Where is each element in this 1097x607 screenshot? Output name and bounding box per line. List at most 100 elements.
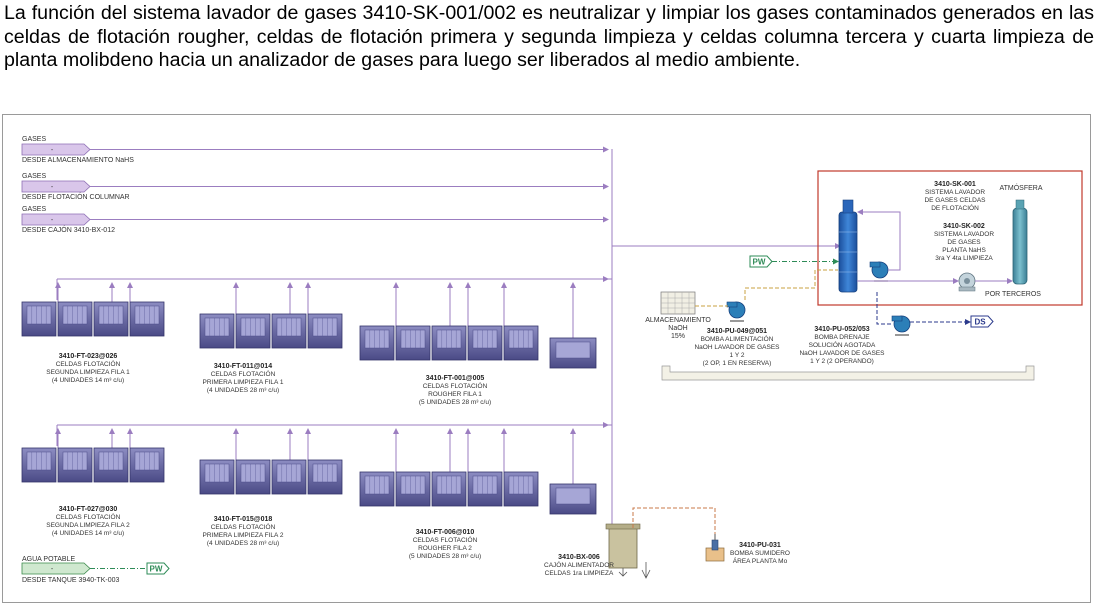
sk001-desc: DE GASES CELDAS [924, 197, 986, 204]
flotation-cell [359, 325, 395, 361]
flotation-cell [395, 325, 431, 361]
flotation-cell-banks [21, 301, 597, 515]
cell-group-desc: SEGUNDA LIMPIEZA FILA 1 [46, 369, 130, 376]
flotation-cell-tail [549, 483, 597, 515]
cell-group-desc: (5 UNIDADES 28 m³ c/u) [419, 399, 491, 406]
cell-group-tag: 3410-FT-006@010 [416, 529, 475, 536]
flotation-cell [129, 301, 165, 337]
sk001-desc: SISTEMA LAVADOR [925, 189, 985, 196]
sump-pump-desc: ÁREA PLANTA Mo [733, 556, 788, 565]
drain-pump-desc: BOMBA DRENAJE [814, 334, 870, 341]
cell-group-desc: (5 UNIDADES 28 m³ c/u) [409, 553, 481, 560]
feed-box-icon [605, 523, 641, 577]
atmosphere-label: ATMÓSFERA [999, 183, 1042, 192]
cell-group-desc: CELDAS FLOTACIÓN [56, 359, 121, 368]
cell-group-tag: 3410-FT-027@030 [59, 506, 118, 513]
pw-tag-bottom: PW [150, 565, 163, 574]
drain-pump-tag: 3410-PU-052/053 [814, 326, 869, 333]
sk002-desc: DE GASES [947, 239, 981, 246]
flotation-cell [199, 459, 235, 495]
flotation-cell [235, 313, 271, 349]
flotation-cell [93, 301, 129, 337]
flotation-cell [359, 471, 395, 507]
flotation-cell [199, 313, 235, 349]
flotation-cell [395, 471, 431, 507]
sk001-desc: DE FLOTACIÓN [931, 203, 979, 212]
cell-group-desc: CELDAS FLOTACIÓN [211, 522, 276, 531]
inlet-label-top: GASES [22, 206, 46, 213]
cell-group-tag: 3410-FT-015@018 [214, 516, 273, 523]
gas-riser-arrows [55, 282, 576, 484]
inlet-label-bottom: DESDE FLOTACIÓN COLUMNAR [22, 192, 130, 201]
flotation-cell-tail [549, 337, 597, 369]
inlet-label-bottom: DESDE CAJÓN 3410-BX-012 [22, 225, 115, 234]
feed-box-tag: 3410-BX-006 [558, 554, 600, 561]
flotation-cell [57, 447, 93, 483]
cell-group-desc: CELDAS FLOTACIÓN [211, 369, 276, 378]
cell-group-tag: 3410-FT-023@026 [59, 353, 118, 360]
sump-pump-tag: 3410-PU-031 [739, 542, 781, 549]
scrubber-recirculation-pump-icon [869, 261, 889, 282]
potable-water-line: PW [90, 562, 170, 575]
svg-text:-: - [51, 566, 54, 573]
drain-pump-desc: NaOH LAVADOR DE GASES [799, 350, 885, 357]
flotation-cell [21, 301, 57, 337]
flotation-cell [467, 325, 503, 361]
cell-group-label-1: 3410-FT-023@026 CELDAS FLOTACIÓN SEGUNDA… [46, 353, 130, 384]
feed-pump-desc: 1 Y 2 [730, 352, 745, 359]
cell-group-desc: ROUGHER FILA 1 [428, 391, 482, 398]
process-diagram-frame [2, 114, 1091, 603]
drain-pump-desc: 1 Y 2 (2 OPERANDO) [810, 358, 874, 365]
storage-label: NaOH [668, 325, 687, 332]
cell-group-desc: PRIMERA LIMPIEZA FILA 1 [203, 379, 284, 386]
inlet-label-bottom: DESDE TANQUE 3940-TK-003 [22, 577, 119, 584]
cell-group-desc: (4 UNIDADES 14 m³ c/u) [52, 530, 124, 537]
intro-paragraph: La función del sistema lavador de gases … [4, 2, 1094, 71]
flotation-cell [431, 325, 467, 361]
svg-text:-: - [51, 147, 54, 154]
feed-box-desc: CAJÓN ALIMENTADOR [544, 560, 614, 569]
inlet-gases-nahs: GASES - DESDE ALMACENAMIENTO NaHS [21, 136, 134, 164]
equipment-platform [661, 365, 1035, 381]
flotation-cell [93, 447, 129, 483]
row-arrows-to-main [580, 270, 613, 428]
flotation-cell [271, 459, 307, 495]
inlet-label-top: GASES [22, 136, 46, 143]
cell-group-tag: 3410-FT-011@014 [214, 363, 272, 370]
cell-group-label-2: 3410-FT-011@014 CELDAS FLOTACIÓN PRIMERA… [203, 363, 284, 394]
flotation-cell [503, 471, 539, 507]
cell-group-desc: PRIMERA LIMPIEZA FILA 2 [203, 532, 284, 539]
flotation-cell [503, 325, 539, 361]
cell-group-label-6: 3410-FT-006@010 CELDAS FLOTACIÓN ROUGHER… [409, 529, 481, 560]
ds-tag: DS [970, 315, 994, 328]
scrubber-column-sk001 [838, 199, 858, 293]
sk002-desc: 3ra Y 4ta LIMPIEZA [935, 255, 993, 262]
cell-group-desc: (4 UNIDADES 28 m³ c/u) [207, 387, 279, 394]
inlet-label-top: GASES [22, 173, 46, 180]
inlet-label-bottom: DESDE ALMACENAMIENTO NaHS [22, 157, 134, 164]
svg-text:-: - [51, 217, 54, 224]
naoh-storage-tank-icon [660, 291, 696, 315]
sk002-desc: PLANTA NaHS [942, 247, 986, 254]
atmosphere-stack-icon [1012, 199, 1028, 285]
flotation-cell [235, 459, 271, 495]
drain-pump-desc: SOLUCIÓN AGOTADA [809, 340, 876, 349]
ds-label: DS [974, 318, 986, 327]
sk002-desc: SISTEMA LAVADOR [934, 231, 994, 238]
feed-pump-tag: 3410-PU-049@051 [707, 328, 767, 335]
cell-group-desc: CELDAS FLOTACIÓN [423, 381, 488, 390]
flotation-cell [57, 301, 93, 337]
sump-pump-desc: BOMBA SUMIDERO [730, 550, 790, 557]
flotation-cell [129, 447, 165, 483]
cell-group-label-5: 3410-FT-015@018 CELDAS FLOTACIÓN PRIMERA… [203, 516, 284, 547]
cell-group-desc: (4 UNIDADES 14 m³ c/u) [52, 377, 124, 384]
inlet-agua-potable: AGUA POTABLE - DESDE TANQUE 3940-TK-003 [21, 556, 119, 584]
sk001-tag: 3410-SK-001 [934, 181, 976, 188]
cell-group-tag: 3410-FT-001@005 [426, 375, 485, 382]
cell-group-label-3: 3410-FT-001@005 CELDAS FLOTACIÓN ROUGHER… [419, 375, 491, 406]
cell-group-desc: CELDAS FLOTACIÓN [56, 512, 121, 521]
flotation-cell [431, 471, 467, 507]
feed-box-desc: CELDAS 1ra LIMPIEZA [545, 570, 614, 577]
feed-pump-desc: BOMBA ALIMENTACIÓN [701, 334, 774, 343]
